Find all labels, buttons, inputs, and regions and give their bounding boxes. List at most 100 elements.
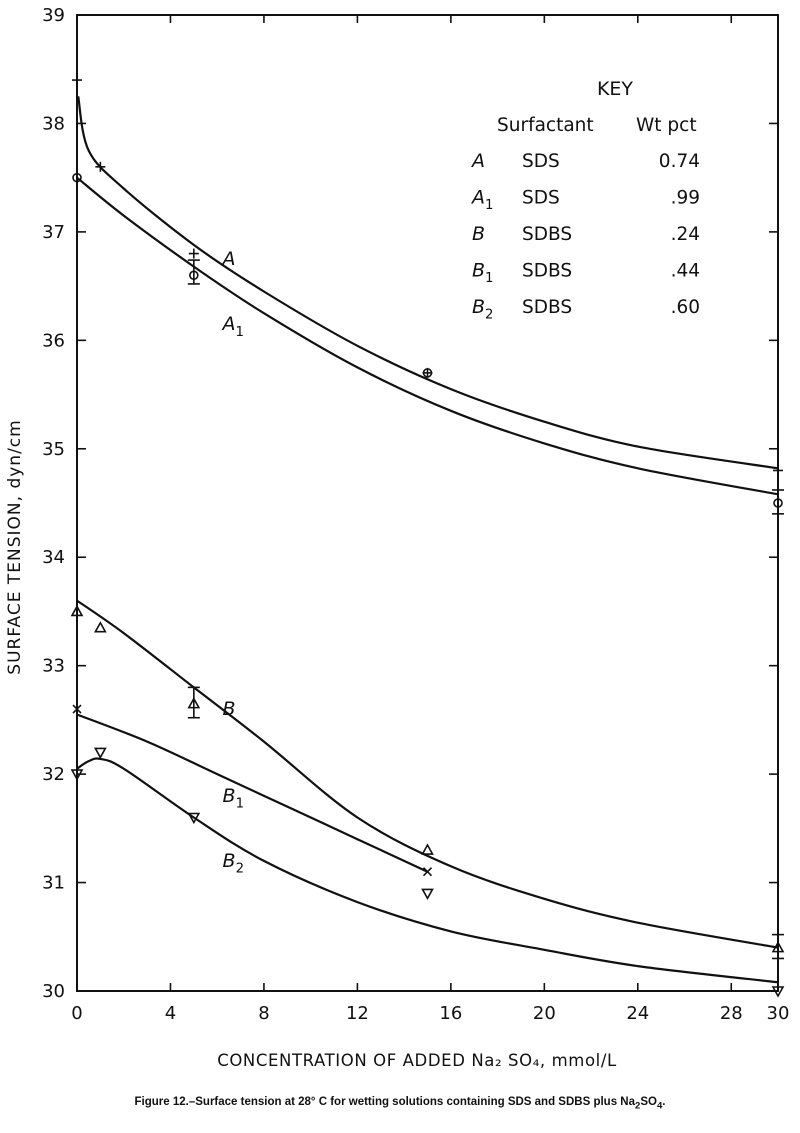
key-wt-pct: .24 [671, 224, 700, 245]
key-wt-pct: .99 [671, 188, 700, 209]
caption-sub-1: 2 [634, 1100, 641, 1112]
error-bar-b [772, 933, 784, 960]
data-point-b2 [187, 812, 201, 825]
marker-circle [422, 368, 433, 378]
data-point-b2 [421, 888, 434, 901]
label-main: B [223, 850, 236, 872]
x-tick-label: 24 [626, 1003, 649, 1024]
marker-circle [72, 172, 82, 183]
curve-a [77, 96, 779, 470]
curve-label-b: B [223, 698, 236, 720]
data-point-a [773, 465, 783, 476]
y-tick-label: 35 [42, 439, 65, 460]
data-point-b2 [771, 986, 785, 998]
curve-b2 [76, 757, 779, 984]
curve-a1 [76, 176, 779, 496]
marker-stroke [422, 867, 433, 877]
key-curve-symbol: A1 [470, 187, 493, 214]
caption-text-2: SO [640, 1096, 657, 1108]
key-wt-pct: .44 [671, 261, 700, 282]
y-tick-label: 30 [42, 981, 65, 1002]
key-header-surfactant: Surfactant [497, 115, 594, 136]
markers [70, 75, 785, 998]
figure-caption: Figure 12.–Surface tension at 28° C for … [0, 1096, 800, 1111]
label-main: A [221, 248, 236, 270]
x-tick-label: 0 [71, 1003, 82, 1024]
y-tick-label: 34 [42, 547, 65, 568]
error-bar-a1 [187, 259, 200, 285]
label-main: B [472, 296, 485, 318]
key-curve-symbol: B [472, 223, 485, 245]
caption-sub-2: 4 [656, 1100, 663, 1112]
label-main: A [470, 150, 485, 172]
data-point-b2 [94, 747, 107, 760]
x-tick-label: 4 [165, 1003, 176, 1024]
label-main: B [472, 260, 485, 282]
marker-triangle [771, 986, 785, 998]
key-surfactant: SDS [522, 188, 560, 209]
data-point-a1 [422, 368, 433, 378]
data-point-b [70, 604, 84, 617]
label-main: B [223, 698, 236, 720]
marker-triangle [421, 888, 434, 901]
marker-triangle [187, 812, 201, 825]
label-main: A [470, 187, 485, 209]
data-point-b [421, 843, 434, 855]
data-point-b1 [72, 704, 82, 714]
marker-triangle [70, 769, 84, 781]
error-bar-b [187, 686, 200, 719]
y-tick-label: 32 [42, 764, 65, 785]
marker-triangle [70, 604, 84, 617]
key-surfactant: SDBS [522, 297, 572, 318]
label-subscript: 2 [485, 308, 493, 323]
error-bar-a1 [772, 489, 784, 515]
data-point-b2 [70, 769, 84, 781]
label-subscript: 2 [236, 862, 244, 877]
curve-label-b2: B2 [223, 850, 245, 877]
x-tick-label: 16 [439, 1003, 462, 1024]
key-curve-symbol: A [470, 150, 485, 172]
curve-b1 [76, 713, 428, 873]
y-tick-label: 39 [42, 5, 65, 26]
key-header-wt: Wt pct [636, 115, 697, 136]
x-tick-label: 20 [533, 1003, 556, 1024]
key-wt-pct: .60 [671, 297, 700, 318]
x-tick-label: 12 [346, 1003, 369, 1024]
key-curve-symbol: B2 [472, 296, 494, 323]
marker-stroke [72, 704, 82, 714]
y-tick-label: 38 [42, 113, 65, 134]
curve-label-b1: B1 [223, 785, 245, 812]
caption-text: Figure 12.–Surface tension at 28° C for … [134, 1096, 635, 1108]
x-axis-title: CONCENTRATION OF ADDED Na₂ SO₄, mmol/L [217, 1051, 617, 1070]
y-tick-label: 36 [42, 330, 65, 351]
data-point-b1 [422, 867, 433, 877]
marker-triangle [421, 843, 434, 855]
y-axis-title: SURFACE TENSION, dyn/cm [5, 419, 25, 674]
y-tick-label: 37 [42, 222, 65, 243]
data-point-a [95, 161, 106, 172]
x-tick-label: 8 [258, 1003, 269, 1024]
label-main: B [223, 785, 236, 807]
curve-label-a1: A1 [221, 313, 244, 340]
key-curve-symbol: B1 [472, 260, 494, 287]
data-point-b [94, 621, 107, 633]
data-point-a [188, 248, 199, 259]
x-tick-label: 30 [767, 1003, 790, 1024]
label-subscript: 1 [485, 271, 493, 286]
y-tick-label: 33 [42, 656, 65, 677]
label-subscript: 1 [236, 797, 244, 812]
label-subscript: 1 [236, 325, 244, 340]
y-tick-label: 31 [42, 873, 65, 894]
curve-b [76, 599, 779, 949]
key-surfactant: SDBS [522, 224, 572, 245]
label-main: A [221, 313, 236, 335]
key-title: KEY [597, 78, 633, 100]
label-main: B [472, 223, 485, 245]
marker-triangle [94, 621, 107, 633]
x-tick-label: 28 [720, 1003, 743, 1024]
